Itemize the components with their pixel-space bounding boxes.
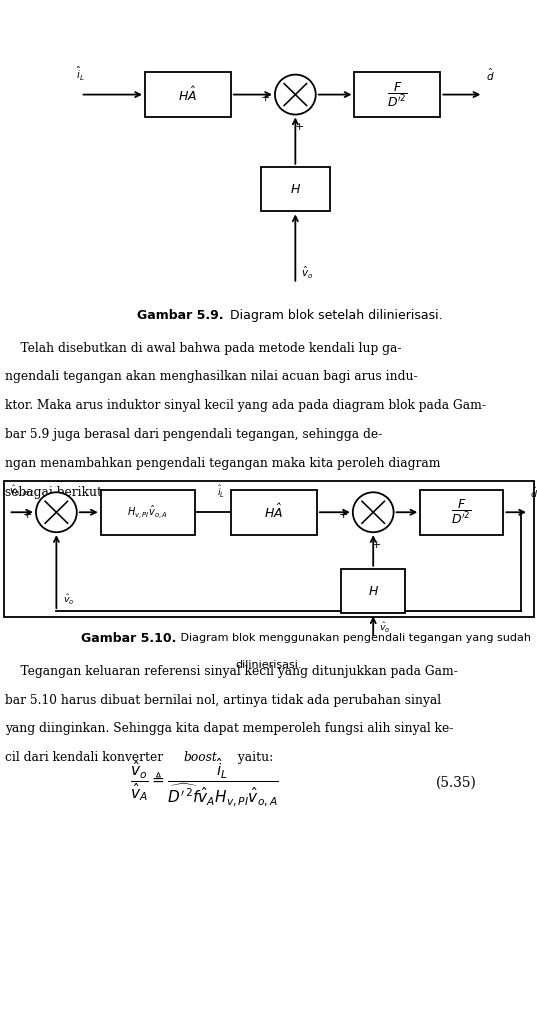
Text: bar 5.10 harus dibuat bernilai nol, artinya tidak ada perubahan sinyal: bar 5.10 harus dibuat bernilai nol, arti… xyxy=(5,694,441,707)
Text: +: + xyxy=(295,122,304,132)
Text: $H\hat{A}$: $H\hat{A}$ xyxy=(264,503,284,521)
Text: $\hat{i}_L$: $\hat{i}_L$ xyxy=(217,484,226,500)
Text: $H$: $H$ xyxy=(368,584,379,597)
Text: ktor. Maka arus induktor sinyal kecil yang ada pada diagram blok pada Gam-: ktor. Maka arus induktor sinyal kecil ya… xyxy=(5,400,487,413)
Text: Gambar 5.10.: Gambar 5.10. xyxy=(81,632,176,645)
Text: yang diinginkan. Sehingga kita dapat memperoleh fungsi alih sinyal ke-: yang diinginkan. Sehingga kita dapat mem… xyxy=(5,722,454,735)
Text: cil dari kendali konverter: cil dari kendali konverter xyxy=(5,751,168,765)
Text: +: + xyxy=(372,539,381,550)
Circle shape xyxy=(275,75,316,115)
Text: ngan menambahkan pengendali tegangan maka kita peroleh diagram: ngan menambahkan pengendali tegangan mak… xyxy=(5,457,441,470)
Text: $H$: $H$ xyxy=(290,183,301,196)
Text: $\hat{v}_{o,ref}$: $\hat{v}_{o,ref}$ xyxy=(9,484,34,499)
Text: (5.35): (5.35) xyxy=(436,776,477,790)
Text: Telah disebutkan di awal bahwa pada metode kendali lup ga-: Telah disebutkan di awal bahwa pada meto… xyxy=(5,342,402,355)
Text: $\hat{d}$: $\hat{d}$ xyxy=(486,67,495,83)
Bar xyxy=(231,490,317,534)
Text: ngendali tegangan akan menghasilkan nilai acuan bagi arus indu-: ngendali tegangan akan menghasilkan nila… xyxy=(5,370,418,383)
Bar xyxy=(420,490,504,534)
Text: $\hat{d}$: $\hat{d}$ xyxy=(530,485,537,500)
Text: −: − xyxy=(54,477,64,487)
Text: +: + xyxy=(23,510,32,520)
Text: boost: boost xyxy=(184,751,217,765)
Text: Diagram blok menggunakan pengendali tegangan yang sudah: Diagram blok menggunakan pengendali tega… xyxy=(177,634,531,643)
Text: bar 5.9 juga berasal dari pengendali tegangan, sehingga de-: bar 5.9 juga berasal dari pengendali teg… xyxy=(5,428,383,441)
Bar xyxy=(341,569,405,613)
Bar xyxy=(101,490,195,534)
Text: $H\hat{A}$: $H\hat{A}$ xyxy=(178,85,198,103)
Bar xyxy=(261,167,330,212)
Bar xyxy=(354,72,440,117)
Text: +: + xyxy=(262,92,271,102)
Bar xyxy=(4,481,534,618)
Text: $H_{v,PI}\hat{v}_{o,A}$: $H_{v,PI}\hat{v}_{o,A}$ xyxy=(127,504,168,521)
Text: $\dfrac{\hat{v}_o}{\hat{v}_A} \triangleq \dfrac{\hat{i}_L}{\widehat{D^{\prime\,2: $\dfrac{\hat{v}_o}{\hat{v}_A} \triangleq… xyxy=(129,756,279,809)
Text: $\hat{i}_L$: $\hat{i}_L$ xyxy=(76,65,85,83)
Text: +: + xyxy=(339,510,349,520)
Text: $\hat{v}_o$: $\hat{v}_o$ xyxy=(301,265,313,281)
Text: $\dfrac{F}{D^{\prime 2}}$: $\dfrac{F}{D^{\prime 2}}$ xyxy=(387,80,408,108)
Text: Diagram blok setelah dilinierisasi.: Diagram blok setelah dilinierisasi. xyxy=(226,308,442,321)
Text: yaitu:: yaitu: xyxy=(234,751,273,765)
Bar xyxy=(145,72,231,117)
Circle shape xyxy=(36,492,77,532)
Text: $\hat{v}_o$: $\hat{v}_o$ xyxy=(379,621,390,635)
Text: sebagai berikut:: sebagai berikut: xyxy=(5,486,106,499)
Text: $\hat{v}_o$: $\hat{v}_o$ xyxy=(63,593,74,607)
Text: dilinierisasi.: dilinierisasi. xyxy=(235,660,302,669)
Text: $\dfrac{F}{D^{\prime 2}}$: $\dfrac{F}{D^{\prime 2}}$ xyxy=(452,498,472,526)
Circle shape xyxy=(353,492,394,532)
Text: Tegangan keluaran referensi sinyal kecil yang ditunjukkan pada Gam-: Tegangan keluaran referensi sinyal kecil… xyxy=(5,664,458,677)
Text: Gambar 5.9.: Gambar 5.9. xyxy=(137,308,223,321)
